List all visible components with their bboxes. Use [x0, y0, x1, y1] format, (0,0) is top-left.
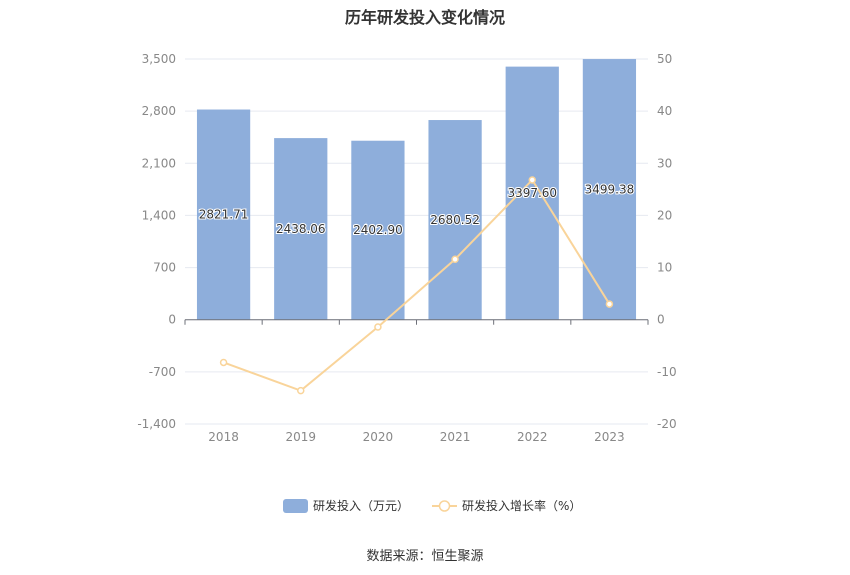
- growth-rate-point: [297, 386, 305, 395]
- x-tick-label: 2022: [517, 430, 548, 444]
- y-right-tick-label: -20: [657, 417, 677, 431]
- x-tick-label: 2021: [440, 430, 471, 444]
- y-left-tick-label: 2,800: [142, 104, 176, 118]
- bar: [505, 66, 559, 320]
- y-right-tick-label: 40: [657, 104, 672, 118]
- growth-rate-point: [219, 358, 228, 367]
- growth-rate-point: [605, 300, 614, 308]
- bar-data-label: 3499.38: [585, 182, 635, 196]
- bar-data-label: 3397.60: [507, 186, 557, 200]
- x-tick-label: 2018: [208, 430, 239, 444]
- bar-data-label: 2402.90: [353, 223, 403, 237]
- data-source: 数据来源：恒生聚源: [366, 549, 484, 564]
- y-left-tick-label: 0: [168, 313, 176, 327]
- x-tick-label: 2019: [285, 430, 316, 444]
- y-right-tick-label: 0: [657, 313, 665, 327]
- y-left-tick-label: 3,500: [142, 52, 176, 66]
- legend-line-marker: [438, 500, 451, 512]
- x-tick-label: 2020: [363, 430, 394, 444]
- y-left-tick-label: 2,100: [142, 156, 176, 170]
- chart-title: 历年研发投入变化情况: [344, 8, 505, 27]
- bar-data-label: 2680.52: [430, 213, 480, 227]
- bar-data-label: 2438.06: [276, 222, 326, 236]
- growth-rate-point: [528, 176, 536, 184]
- y-right-tick-label: 30: [657, 156, 672, 170]
- growth-rate-line: [223, 178, 611, 392]
- y-right-tick-label: -10: [657, 365, 677, 379]
- y-left-tick-label: -700: [149, 365, 176, 379]
- y-right-tick-label: 20: [657, 208, 672, 222]
- x-tick-label: 2023: [594, 430, 625, 444]
- bar-data-label: 2821.71: [199, 208, 249, 222]
- y-left-tick-label: 1,400: [142, 208, 176, 222]
- legend-bar-swatch: [283, 499, 308, 513]
- bar: [428, 120, 482, 320]
- legend-bar-label: 研发投入（万元）: [313, 498, 409, 513]
- y-left-tick-label: 700: [153, 261, 176, 275]
- y-right-tick-label: 10: [657, 261, 672, 275]
- y-left-tick-label: -1,400: [137, 417, 176, 431]
- legend-line-label: 研发投入增长率（%）: [462, 498, 581, 513]
- growth-rate-point: [451, 255, 459, 263]
- growth-rate-point: [374, 323, 382, 331]
- y-right-tick-label: 50: [657, 52, 672, 66]
- bar: [196, 109, 251, 320]
- bar: [274, 138, 328, 320]
- bar: [351, 140, 405, 320]
